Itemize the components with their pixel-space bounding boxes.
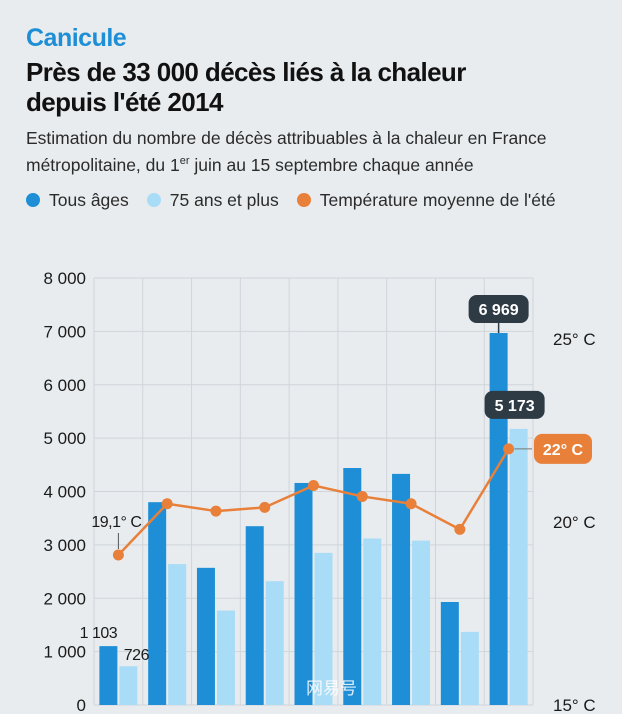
label-first-tous-ages: 1 103 (80, 625, 118, 642)
legend-label-tous-ages: Tous âges (49, 189, 129, 210)
x-tick-label: 2022 (490, 712, 528, 714)
label-last-75-plus-text: 5 173 (495, 398, 535, 415)
annotation-layer: 1 103 726 19,1° C 6 969 5 173 22° C (80, 295, 592, 664)
y-tick-label: 0 (77, 696, 86, 714)
legend-label-75-plus: 75 ans et plus (169, 189, 279, 210)
chart-subtitle: Estimation du nombre de décès attribuabl… (26, 127, 606, 177)
temperature-point-2022 (503, 443, 515, 455)
watermark-text: 网易号 (306, 679, 357, 699)
bar-75-plus-2018 (314, 552, 333, 705)
bar-75-plus-2016 (216, 610, 235, 705)
temperature-point-2017 (259, 501, 271, 513)
legend-item-tous-ages: Tous âges (26, 190, 129, 211)
title-line-2: depuis l'été 2014 (26, 87, 223, 117)
temperature-point-2020 (405, 498, 417, 510)
y-tick-label: 2 000 (43, 589, 86, 608)
legend-label-temperature: Température moyenne de l'été (319, 189, 556, 210)
x-tick-label: 2016 (197, 712, 235, 714)
bar-tous-ages-2014 (99, 646, 118, 705)
bars-layer (99, 333, 528, 705)
bar-tous-ages-2017 (245, 526, 264, 705)
legend-item-temperature: Température moyenne de l'été (296, 189, 556, 211)
y-tick-label: 6 000 (43, 376, 86, 395)
bar-tous-ages-2016 (196, 567, 215, 705)
y2-axis-layer: 15° C 20° C 25° C (553, 330, 596, 714)
bar-tous-ages-2021 (440, 601, 459, 705)
y-tick-label: 1 000 (43, 643, 86, 662)
bar-75-plus-2021 (460, 631, 479, 705)
x-tick-label: 2021 (441, 712, 479, 714)
legend-item-75-plus: 75 ans et plus (146, 189, 279, 211)
temperature-line (117, 448, 510, 556)
subtitle-line-1: Estimation du nombre de décès attribuabl… (26, 128, 547, 148)
subtitle-sup: er (179, 155, 190, 167)
kicker: Canicule (26, 24, 127, 52)
x-tick-label: 2014 (99, 712, 137, 714)
bar-75-plus-2017 (265, 581, 284, 705)
subtitle-post: juin au 15 septembre chaque année (189, 154, 474, 175)
chart-title: Près de 33 000 décès liés à la chaleur d… (26, 57, 606, 117)
bar-tous-ages-2015 (148, 502, 167, 705)
y-tick-label: 4 000 (43, 483, 86, 502)
x-axis-layer: 2014 2015 2016 2017 2018 2019 2020 2021 2022 (99, 712, 527, 714)
x-tick-label: 2019 (343, 712, 381, 714)
bar-75-plus-2022 (509, 428, 528, 705)
x-tick-label: 2018 (295, 712, 333, 714)
bar-75-plus-2015 (168, 564, 187, 705)
label-last-tous-ages-text: 6 969 (479, 302, 519, 319)
x-tick-label: 2020 (392, 712, 430, 714)
bar-tous-ages-2019 (343, 468, 362, 705)
legend-swatch-75-plus (146, 193, 161, 207)
label-last-tous-ages-pill (468, 295, 529, 324)
legend-swatch-tous-ages (26, 193, 40, 207)
y2-tick-label: 25° C (553, 330, 596, 349)
label-first-temperature: 19,1° C (91, 514, 141, 531)
temperature-point-2019 (356, 490, 368, 502)
y-tick-label: 5 000 (43, 429, 86, 448)
temperature-point-2021 (454, 523, 466, 535)
y-tick-label: 8 000 (43, 269, 86, 288)
label-last-temperature-pill (534, 433, 592, 464)
bar-tous-ages-2022 (489, 333, 508, 705)
bar-75-plus-2020 (412, 540, 431, 705)
title-line-1: Près de 33 000 décès liés à la chaleur (26, 57, 466, 87)
temperature-point-2014 (112, 549, 124, 561)
subtitle-line-2: métropolitaine, du 1er juin au 15 septem… (26, 150, 606, 177)
y-tick-label: 7 000 (43, 322, 86, 341)
label-last-75-plus-pill (484, 390, 545, 419)
y-axis-layer: 0 1 000 2 000 3 000 4 000 5 000 6 000 7 000 8 00… (43, 269, 86, 714)
legend-swatch-temperature (296, 193, 311, 207)
legend: Tous âges 75 ans et plus Température moy… (26, 189, 574, 211)
y-tick-label: 3 000 (43, 536, 86, 555)
subtitle-pre: métropolitaine, du 1 (26, 154, 180, 175)
bar-tous-ages-2018 (294, 482, 313, 705)
temperature-point-2018 (308, 479, 319, 491)
bar-75-plus-2019 (363, 538, 382, 705)
x-tick-label: 2017 (246, 712, 284, 714)
temperature-point-2016 (210, 505, 222, 517)
bar-75-plus-2014 (119, 666, 138, 705)
y2-tick-label: 15° C (553, 696, 596, 714)
x-tick-label: 2015 (148, 712, 186, 714)
temperature-point-2015 (161, 498, 173, 510)
bar-tous-ages-2020 (392, 473, 411, 705)
y2-tick-label: 20° C (553, 513, 596, 532)
label-first-75-plus: 726 (124, 647, 150, 664)
temperature-layer (112, 443, 515, 561)
label-last-temperature-text: 22° C (543, 442, 584, 459)
